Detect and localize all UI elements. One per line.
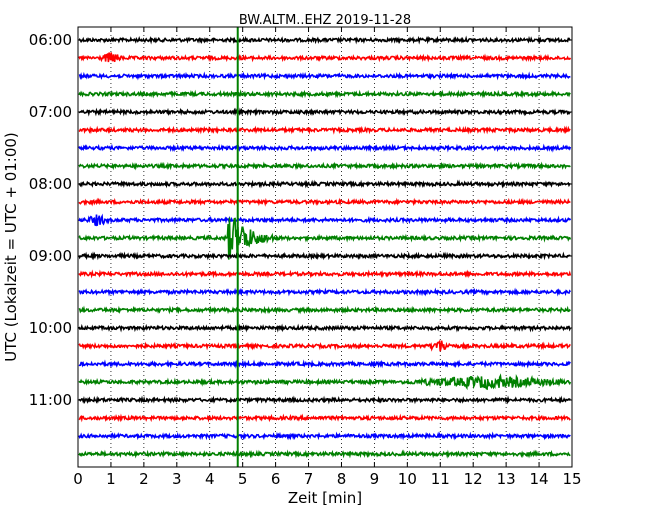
x-tick-label: 3 <box>172 470 182 488</box>
y-tick-label: 11:00 <box>29 391 72 409</box>
trace-line-1045 <box>78 373 572 391</box>
trace-line-0730 <box>78 143 572 153</box>
trace-line-0630 <box>78 71 571 81</box>
y-tick-label: 07:00 <box>29 103 72 121</box>
trace-line-0915 <box>78 269 572 279</box>
trace-line-1145 <box>78 449 571 459</box>
grid-lines <box>110 27 540 467</box>
x-tick-label: 9 <box>370 470 380 488</box>
x-tick-label: 13 <box>497 470 516 488</box>
y-tick-label: 09:00 <box>29 247 72 265</box>
x-tick-label: 0 <box>73 470 83 488</box>
x-tick-label: 7 <box>304 470 314 488</box>
x-tick-label: 11 <box>431 470 450 488</box>
x-tick-label: 15 <box>562 470 581 488</box>
y-axis-label: UTC (Lokalzeit = UTC + 01:00) <box>2 132 20 362</box>
trace-line-0815 <box>78 197 571 207</box>
x-tick-label: 1 <box>106 470 116 488</box>
trace-line-1000 <box>78 323 572 333</box>
trace-line-0745 <box>78 161 571 171</box>
trace-line-1015 <box>78 339 571 352</box>
x-tick-label: 12 <box>464 470 483 488</box>
x-tick-label: 4 <box>205 470 215 488</box>
trace-line-0615 <box>78 52 572 63</box>
x-tick-label: 5 <box>238 470 248 488</box>
x-tick-label: 14 <box>530 470 549 488</box>
x-tick-label: 8 <box>337 470 347 488</box>
chart-title: BW.ALTM..EHZ 2019-11-28 <box>239 13 411 28</box>
trace-line-0845 <box>78 217 572 260</box>
trace-line-1130 <box>78 431 571 441</box>
axis-ticks: 0 1 2 3 4 5 6 7 8 9 10 11 12 13 14 1506:0007:0008:0009:… <box>29 27 582 488</box>
plot-frame <box>77 26 573 468</box>
trace-line-0645 <box>78 89 571 99</box>
x-tick-label: 2 <box>139 470 149 488</box>
trace-line-0700 <box>78 107 571 117</box>
trace-line-0930 <box>78 287 572 297</box>
traces <box>78 35 572 459</box>
trace-line-0600 <box>78 35 571 45</box>
trace-line-1030 <box>78 359 572 369</box>
trace-line-0715 <box>78 125 571 135</box>
trace-line-1115 <box>78 413 571 423</box>
y-tick-label: 08:00 <box>29 175 72 193</box>
y-tick-label: 10:00 <box>29 319 72 337</box>
x-tick-label: 10 <box>398 470 417 488</box>
trace-line-1100 <box>78 395 572 405</box>
y-tick-label: 06:00 <box>29 31 72 49</box>
trace-line-0900 <box>78 251 571 261</box>
trace-line-0800 <box>78 179 571 189</box>
x-axis-label: Zeit [min] <box>288 489 362 507</box>
trace-line-0945 <box>78 305 572 315</box>
x-tick-label: 6 <box>271 470 281 488</box>
trace-line-0830 <box>78 213 572 227</box>
